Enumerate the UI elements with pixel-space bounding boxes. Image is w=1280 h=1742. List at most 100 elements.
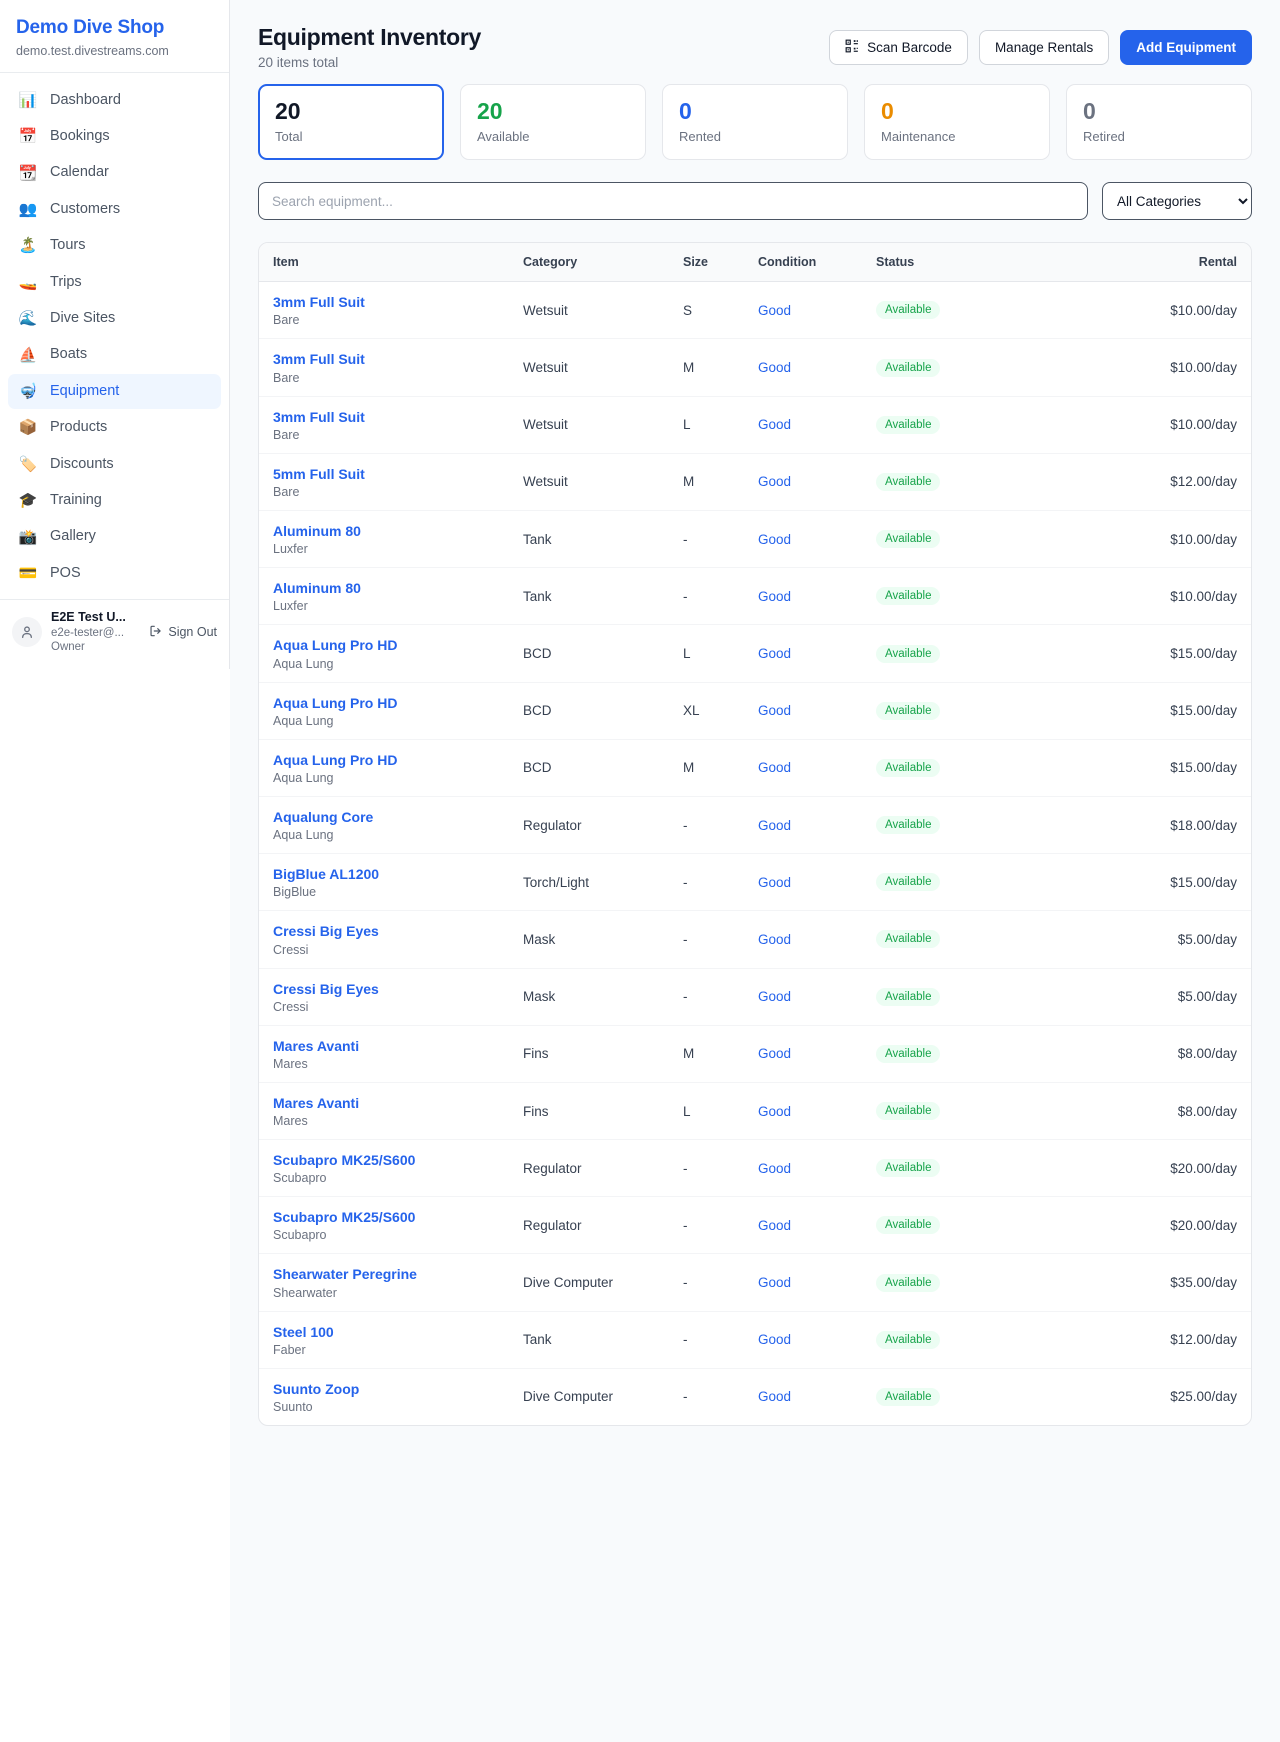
table-row[interactable]: Shearwater Peregrine Shearwater Dive Compu… — [259, 1253, 1251, 1312]
table-row[interactable]: Mares Avanti Mares Fins M Good Available $8.00… — [259, 1025, 1251, 1083]
table-row[interactable]: Cressi Big Eyes Cressi Mask - Good Available $… — [259, 910, 1251, 969]
condition-link[interactable]: Good — [758, 760, 792, 776]
item-link[interactable]: 3mm Full Suit — [273, 294, 365, 311]
table-row[interactable]: Scubapro MK25/S600 Scubapro Regulator - Good… — [259, 1139, 1251, 1198]
item-link[interactable]: Scubapro MK25/S600 — [273, 1152, 416, 1169]
item-link[interactable]: 3mm Full Suit — [273, 351, 365, 368]
stat-card-retired[interactable]: 0 Retired — [1066, 84, 1252, 161]
item-link[interactable]: 3mm Full Suit — [273, 408, 365, 425]
column-header-status[interactable]: Status — [862, 243, 1002, 283]
sign-out-button[interactable]: Sign Out — [149, 624, 217, 641]
condition-link[interactable]: Good — [758, 874, 792, 890]
add-equipment-button[interactable]: Add Equipment — [1120, 30, 1252, 65]
sidebar-item-gallery[interactable]: 📸 Gallery — [8, 519, 221, 554]
sidebar-item-trips[interactable]: 🚤 Trips — [8, 265, 221, 300]
sidebar-item-dashboard[interactable]: 📊 Dashboard — [8, 83, 221, 118]
item-link[interactable]: Aluminum 80 — [273, 580, 361, 597]
condition-link[interactable]: Good — [758, 588, 792, 604]
table-row[interactable]: Scubapro MK25/S600 Scubapro Regulator - Good… — [259, 1196, 1251, 1255]
item-link[interactable]: Shearwater Peregrine — [273, 1266, 417, 1283]
sidebar-item-discounts[interactable]: 🏷️ Discounts — [8, 447, 221, 482]
item-link[interactable]: Aqua Lung Pro HD — [273, 751, 398, 768]
table-row[interactable]: 5mm Full Suit Bare Wetsuit M Good Available $1… — [259, 453, 1251, 512]
user-profile[interactable]: E2E Test U... e2e-tester@... Owner Sign … — [0, 599, 229, 668]
item-link[interactable]: BigBlue AL1200 — [273, 866, 380, 883]
condition-link[interactable]: Good — [758, 531, 792, 547]
cell-category: Wetsuit — [509, 396, 669, 454]
condition-link[interactable]: Good — [758, 703, 792, 719]
condition-link[interactable]: Good — [758, 417, 792, 433]
condition-link[interactable]: Good — [758, 646, 792, 662]
condition-link[interactable]: Good — [758, 302, 792, 318]
item-link[interactable]: Aqua Lung Pro HD — [273, 637, 398, 654]
item-link[interactable]: Suunto Zoop — [273, 1380, 360, 1397]
table-row[interactable]: Mares Avanti Mares Fins L Good Available $8.00… — [259, 1082, 1251, 1141]
table-row[interactable]: Cressi Big Eyes Cressi Mask - Good Available $… — [259, 968, 1251, 1026]
sidebar-item-bookings[interactable]: 📅 Bookings — [8, 119, 221, 154]
table-row[interactable]: Aqua Lung Pro HD Aqua Lung BCD XL Good Availa… — [259, 682, 1251, 740]
item-link[interactable]: Cressi Big Eyes — [273, 980, 379, 997]
brand-header[interactable]: Demo Dive Shop demo.test.divestreams.com — [0, 0, 229, 73]
column-header-rental[interactable]: Rental — [1002, 243, 1251, 283]
item-link[interactable]: Aluminum 80 — [273, 523, 361, 540]
table-row[interactable]: 3mm Full Suit Bare Wetsuit M Good Available $1… — [259, 338, 1251, 397]
sidebar-item-dive-sites[interactable]: 🌊 Dive Sites — [8, 301, 221, 336]
table-row[interactable]: Suunto Zoop Suunto Dive Computer - Good Avail… — [259, 1368, 1251, 1425]
item-link[interactable]: Mares Avanti — [273, 1094, 360, 1111]
item-link[interactable]: Scubapro MK25/S600 — [273, 1209, 416, 1226]
condition-link[interactable]: Good — [758, 1103, 792, 1119]
condition-link[interactable]: Good — [758, 360, 792, 376]
column-header-item[interactable]: Item — [259, 243, 509, 283]
speedboat-icon: 🚤 — [18, 273, 38, 291]
sidebar-item-equipment[interactable]: 🤿 Equipment — [8, 373, 221, 410]
item-link[interactable]: Cressi Big Eyes — [273, 923, 379, 940]
condition-link[interactable]: Good — [758, 1217, 792, 1233]
table-row[interactable]: 3mm Full Suit Bare Wetsuit S Good Available $1… — [259, 281, 1251, 340]
table-row[interactable]: Aqua Lung Pro HD Aqua Lung BCD L Good Availab… — [259, 624, 1251, 683]
category-filter-select[interactable]: All Categories — [1102, 182, 1252, 221]
condition-link[interactable]: Good — [758, 474, 792, 490]
page-header: Equipment Inventory 20 items total — [230, 0, 1280, 84]
search-input[interactable] — [258, 182, 1088, 221]
column-header-category[interactable]: Category — [509, 243, 669, 283]
table-row[interactable]: 3mm Full Suit Bare Wetsuit L Good Available $1… — [259, 396, 1251, 454]
condition-link[interactable]: Good — [758, 1275, 792, 1291]
item-link[interactable]: Steel 100 — [273, 1323, 334, 1340]
table-row[interactable]: Aluminum 80 Luxfer Tank - Good Available $10.0… — [259, 510, 1251, 569]
sidebar-item-tours[interactable]: 🏝️ Tours — [8, 228, 221, 263]
condition-link[interactable]: Good — [758, 931, 792, 947]
item-brand: Cressi — [273, 942, 309, 957]
condition-link[interactable]: Good — [758, 989, 792, 1005]
condition-link[interactable]: Good — [758, 1389, 792, 1405]
sidebar-item-calendar[interactable]: 📆 Calendar — [8, 155, 221, 190]
sidebar-item-customers[interactable]: 👥 Customers — [8, 192, 221, 227]
scan-barcode-button[interactable]: Scan Barcode — [829, 30, 968, 65]
item-link[interactable]: Aqua Lung Pro HD — [273, 694, 398, 711]
user-email: e2e-tester@... — [51, 626, 125, 639]
table-row[interactable]: Steel 100 Faber Tank - Good Available $12.00/d… — [259, 1311, 1251, 1369]
stat-card-available[interactable]: 20 Available — [460, 84, 646, 161]
table-row[interactable]: Aluminum 80 Luxfer Tank - Good Available $10.0… — [259, 567, 1251, 626]
stat-card-total[interactable]: 20 Total — [258, 84, 444, 161]
stat-card-maintenance[interactable]: 0 Maintenance — [864, 84, 1050, 161]
item-link[interactable]: Mares Avanti — [273, 1037, 360, 1054]
column-header-size[interactable]: Size — [669, 243, 744, 283]
condition-link[interactable]: Good — [758, 817, 792, 833]
table-row[interactable]: BigBlue AL1200 BigBlue Torch/Light - Good Ava… — [259, 853, 1251, 912]
cell-category: Fins — [509, 1025, 669, 1083]
item-link[interactable]: 5mm Full Suit — [273, 465, 365, 482]
sidebar-item-products[interactable]: 📦 Products — [8, 410, 221, 445]
table-row[interactable]: Aqualung Core Aqua Lung Regulator - Good Avai… — [259, 796, 1251, 855]
sidebar-item-boats[interactable]: ⛵ Boats — [8, 337, 221, 372]
sidebar-item-training[interactable]: 🎓 Training — [8, 483, 221, 518]
column-header-condition[interactable]: Condition — [744, 243, 862, 283]
manage-rentals-button[interactable]: Manage Rentals — [978, 30, 1110, 65]
condition-link[interactable]: Good — [758, 1332, 792, 1348]
condition-link[interactable]: Good — [758, 1160, 792, 1176]
item-link[interactable]: Aqualung Core — [273, 808, 374, 825]
sidebar-item-pos[interactable]: 💳 POS — [8, 556, 221, 591]
cell-category: Regulator — [509, 796, 669, 855]
stat-card-rented[interactable]: 0 Rented — [662, 84, 848, 161]
table-row[interactable]: Aqua Lung Pro HD Aqua Lung BCD M Good Availab… — [259, 739, 1251, 797]
condition-link[interactable]: Good — [758, 1046, 792, 1062]
